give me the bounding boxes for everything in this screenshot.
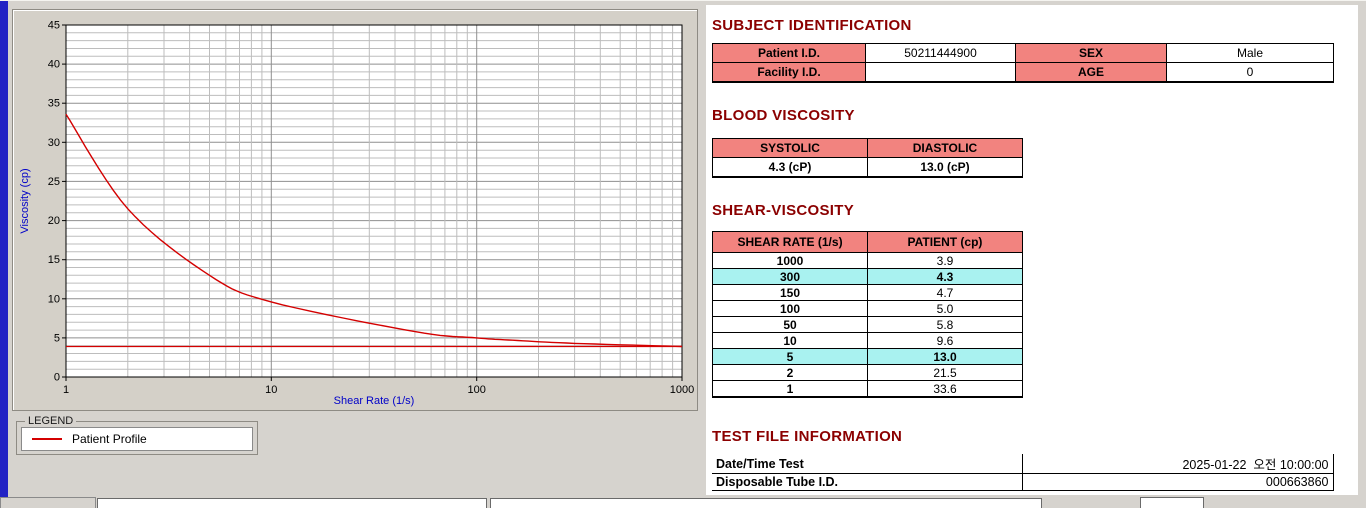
subject-row: Patient I.D. 50211444900 SEX Male (712, 43, 1334, 63)
svg-text:45: 45 (48, 20, 60, 32)
svg-text:40: 40 (48, 59, 60, 71)
subject-row: Facility I.D. AGE 0 (712, 62, 1334, 83)
field-label: Facility I.D. (712, 62, 866, 83)
test-file-information-table: Date/Time Test 2025-01-22 오전 10:00:00 Disp… (712, 454, 1334, 491)
shear-row: 2 21.5 (712, 364, 1023, 381)
shear-row: 10 9.6 (712, 332, 1023, 349)
svg-text:Viscosity (cp): Viscosity (cp) (19, 168, 31, 233)
test-file-row: Date/Time Test 2025-01-22 오전 10:00:00 (712, 454, 1334, 474)
svg-text:30: 30 (48, 137, 60, 149)
column-header: SHEAR RATE (1/s) (712, 231, 868, 253)
field-value: 000663860 (1022, 473, 1334, 491)
shear-row: 5 13.0 (712, 348, 1023, 365)
shear-rate-value: 100 (712, 300, 868, 317)
field-value (865, 62, 1016, 83)
shear-viscosity-heading: SHEAR-VISCOSITY (712, 202, 855, 219)
svg-text:1000: 1000 (670, 384, 694, 396)
subject-identification-heading: SUBJECT IDENTIFICATION (712, 17, 912, 34)
chart-legend: LEGEND Patient Profile (16, 415, 258, 455)
shear-row: 50 5.8 (712, 316, 1023, 333)
shear-row: 300 4.3 (712, 268, 1023, 285)
patient-viscosity-value: 4.3 (867, 268, 1023, 285)
legend-line-sample (32, 438, 62, 440)
svg-text:5: 5 (54, 332, 60, 344)
shear-row: 100 5.0 (712, 300, 1023, 317)
shear-row: 150 4.7 (712, 284, 1023, 301)
field-value: 50211444900 (865, 43, 1016, 63)
blood-viscosity-table: SYSTOLIC DIASTOLIC 4.3 (cP) 13.0 (cP) (712, 138, 1023, 178)
test-file-row: Disposable Tube I.D. 000663860 (712, 473, 1334, 491)
field-value: Male (1166, 43, 1334, 63)
shear-rate-value: 1 (712, 380, 868, 398)
viscosity-value: 4.3 (cP) (712, 157, 868, 178)
cutoff-panel (490, 498, 1042, 508)
legend-series-label: Patient Profile (72, 432, 147, 446)
shear-rate-value: 10 (712, 332, 868, 349)
cutoff-panel (97, 498, 487, 508)
column-header: DIASTOLIC (867, 138, 1023, 158)
shear-header-row: SHEAR RATE (1/s) PATIENT (cp) (712, 231, 1023, 253)
field-value: 0 (1166, 62, 1334, 83)
shear-rate-value: 1000 (712, 252, 868, 269)
viscosity-value: 13.0 (cP) (867, 157, 1023, 178)
shear-row: 1000 3.9 (712, 252, 1023, 269)
viscosity-chart-panel: 0 5 10 15 20 25 30 35 40 45 1 10 100 1000 Shear Rate (… (12, 9, 698, 411)
subject-identification-table: Patient I.D. 50211444900 SEX Male Facility I… (712, 43, 1334, 83)
report-panel: SUBJECT IDENTIFICATION Patient I.D. 50211… (706, 5, 1358, 495)
field-label: AGE (1015, 62, 1167, 83)
field-label: Patient I.D. (712, 43, 866, 63)
shear-rate-value: 50 (712, 316, 868, 333)
window-left-border (0, 1, 8, 508)
viscosity-chart: 0 5 10 15 20 25 30 35 40 45 1 10 100 1000 Shear Rate (… (14, 11, 696, 409)
blood-viscosity-heading: BLOOD VISCOSITY (712, 107, 855, 124)
patient-viscosity-value: 5.0 (867, 300, 1023, 317)
svg-text:35: 35 (48, 98, 60, 110)
cutoff-panel (0, 497, 96, 508)
bv-header-row: SYSTOLIC DIASTOLIC (712, 138, 1023, 158)
shear-rate-value: 150 (712, 284, 868, 301)
field-label: Disposable Tube I.D. (712, 473, 1023, 491)
field-label: SEX (1015, 43, 1167, 63)
legend-box: Patient Profile (21, 427, 253, 451)
svg-text:100: 100 (468, 384, 486, 396)
bv-value-row: 4.3 (cP) 13.0 (cP) (712, 157, 1023, 178)
patient-viscosity-value: 9.6 (867, 332, 1023, 349)
svg-text:10: 10 (48, 293, 60, 305)
patient-viscosity-value: 3.9 (867, 252, 1023, 269)
svg-text:10: 10 (265, 384, 277, 396)
field-label: Date/Time Test (712, 454, 1023, 474)
svg-text:0: 0 (54, 372, 60, 384)
svg-text:25: 25 (48, 176, 60, 188)
patient-viscosity-value: 5.8 (867, 316, 1023, 333)
column-header: PATIENT (cp) (867, 231, 1023, 253)
shear-viscosity-table: SHEAR RATE (1/s) PATIENT (cp) 1000 3.9 300 4… (712, 231, 1023, 398)
shear-rate-value: 5 (712, 348, 868, 365)
patient-viscosity-value: 4.7 (867, 284, 1023, 301)
svg-text:15: 15 (48, 254, 60, 266)
patient-viscosity-value: 13.0 (867, 348, 1023, 365)
patient-viscosity-value: 33.6 (867, 380, 1023, 398)
patient-viscosity-value: 21.5 (867, 364, 1023, 381)
column-header: SYSTOLIC (712, 138, 868, 158)
shear-row: 1 33.6 (712, 380, 1023, 398)
field-value: 2025-01-22 오전 10:00:00 (1022, 454, 1334, 474)
svg-text:1: 1 (63, 384, 69, 396)
cutoff-panel (1140, 497, 1204, 508)
shear-rate-value: 2 (712, 364, 868, 381)
svg-text:Shear Rate (1/s): Shear Rate (1/s) (334, 395, 415, 407)
legend-title: LEGEND (28, 415, 74, 427)
svg-text:20: 20 (48, 215, 60, 227)
shear-rate-value: 300 (712, 268, 868, 285)
test-file-information-heading: TEST FILE INFORMATION (712, 428, 903, 445)
